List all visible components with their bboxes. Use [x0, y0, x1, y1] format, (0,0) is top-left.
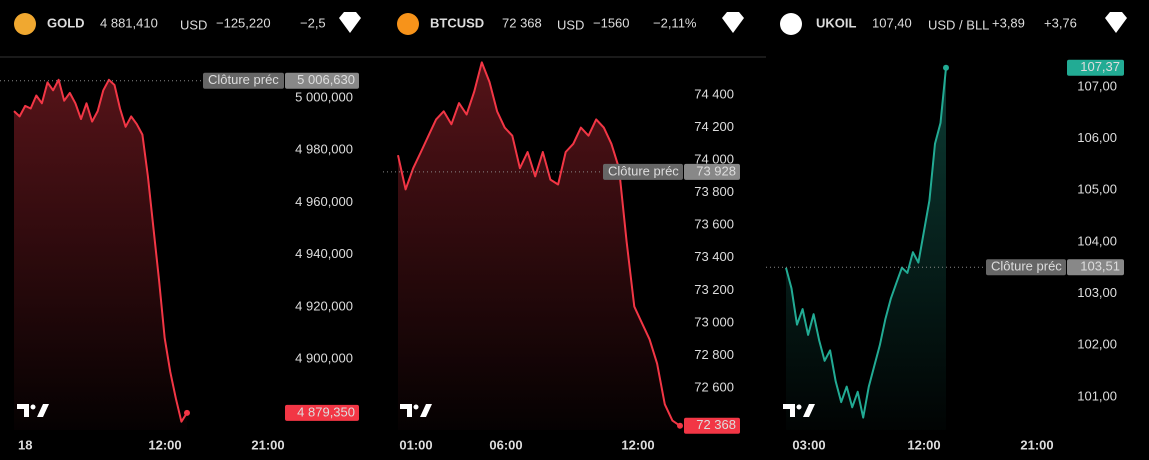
last-price: 72 368 [696, 417, 736, 432]
price: 107,40 [872, 15, 912, 30]
last-dot [943, 64, 949, 71]
change: −125,220 [216, 15, 271, 30]
y-tick-label: 101,00 [1077, 388, 1117, 403]
last-price-badge [684, 417, 740, 434]
y-tick-label: 4 900,000 [295, 350, 353, 365]
currency: USD [180, 17, 207, 32]
logo [17, 404, 49, 417]
currency: USD [557, 17, 584, 32]
x-tick-label: 12:00 [148, 437, 181, 452]
x-tick-label: 06:00 [489, 437, 522, 452]
last-price-badge [1067, 59, 1124, 76]
last-dot [184, 409, 190, 416]
area [786, 67, 946, 431]
x-tick-label: 01:00 [399, 437, 432, 452]
y-tick-label: 73 200 [694, 282, 734, 297]
y-tick-label: 73 600 [694, 217, 734, 232]
y-tick-label: 73 400 [694, 249, 734, 264]
price: 4 881,410 [100, 15, 158, 30]
y-tick-label: 4 980,000 [295, 142, 353, 157]
area [14, 79, 187, 431]
logo-dot [413, 404, 419, 410]
y-tick-label: 74 400 [694, 86, 734, 101]
logo-dot [796, 404, 802, 410]
change-pct: −2,11% [653, 15, 697, 30]
symbol-icon [14, 13, 36, 35]
symbol: UKOIL [816, 15, 857, 30]
prev-close-badge [203, 72, 284, 89]
header: GOLD 4 881,410 USD −125,220 −2,5 [14, 13, 326, 35]
alert-icon [722, 12, 744, 33]
y-tick-label: 73 800 [694, 184, 734, 199]
prev-close-value-badge [285, 72, 359, 89]
y-tick-label: 5 000,000 [295, 90, 353, 105]
logo-dot [30, 404, 36, 410]
change-pct: −2,5 [300, 15, 326, 30]
prev-close-badge [986, 259, 1066, 276]
x-tick-label: 12:00 [621, 437, 654, 452]
alert-icon [1105, 12, 1127, 33]
prev-close-value: 5 006,630 [297, 72, 355, 87]
symbol-icon [397, 13, 419, 35]
y-tick-label: 103,00 [1077, 285, 1117, 300]
prev-close-value-badge [1067, 259, 1124, 276]
y-tick-label: 4 960,000 [295, 194, 353, 209]
prev-close-name: Clôture préc [991, 259, 1062, 274]
y-tick-label: 105,00 [1077, 182, 1117, 197]
last-dot [677, 422, 683, 429]
last-price-badge [285, 404, 359, 421]
prev-close-name: Clôture préc [208, 72, 279, 87]
symbol-icon [780, 13, 802, 35]
prev-close-name: Clôture préc [608, 163, 679, 178]
prev-close-value: 73 928 [696, 163, 736, 178]
price-line [785, 67, 947, 419]
alert-icon [339, 12, 361, 33]
change: +3,89 [992, 15, 1025, 30]
y-tick-label: 102,00 [1077, 337, 1117, 352]
prev-close-badge [603, 163, 683, 180]
x-tick-label: 21:00 [1020, 437, 1053, 452]
logo [783, 404, 815, 417]
y-tick-label: 73 000 [694, 314, 734, 329]
y-tick-label: 72 800 [694, 347, 734, 362]
x-tick-label: 12:00 [907, 437, 940, 452]
y-tick-label: 4 920,000 [295, 298, 353, 313]
y-tick-label: 74 200 [694, 119, 734, 134]
last-price: 4 879,350 [297, 404, 355, 419]
change-pct: +3,76 [1044, 15, 1077, 30]
header: BTCUSD 72 368 USD −1560 −2,11% [397, 13, 697, 35]
x-tick-label: 21:00 [251, 437, 284, 452]
last-price: 107,37 [1080, 59, 1120, 74]
y-tick-label: 106,00 [1077, 130, 1117, 145]
y-tick-label: 72 600 [694, 379, 734, 394]
y-tick-label: 4 940,000 [295, 246, 353, 261]
y-tick-label: 104,00 [1077, 233, 1117, 248]
prev-close-value-badge [684, 163, 740, 180]
change: −1560 [593, 15, 630, 30]
price-line [13, 78, 188, 423]
x-tick-label: 18 [18, 437, 32, 452]
prev-close-value: 103,51 [1080, 259, 1120, 274]
y-tick-label: 74 000 [694, 152, 734, 167]
x-tick-label: 03:00 [792, 437, 825, 452]
logo [400, 404, 432, 417]
price: 72 368 [502, 15, 542, 30]
symbol: GOLD [47, 15, 85, 30]
header: UKOIL 107,40 USD / BLL +3,89 +3,76 [780, 13, 1077, 35]
y-tick-label: 107,00 [1077, 78, 1117, 93]
currency: USD / BLL [928, 17, 989, 32]
price-line [397, 61, 681, 427]
area [398, 62, 680, 431]
symbol: BTCUSD [430, 15, 484, 30]
